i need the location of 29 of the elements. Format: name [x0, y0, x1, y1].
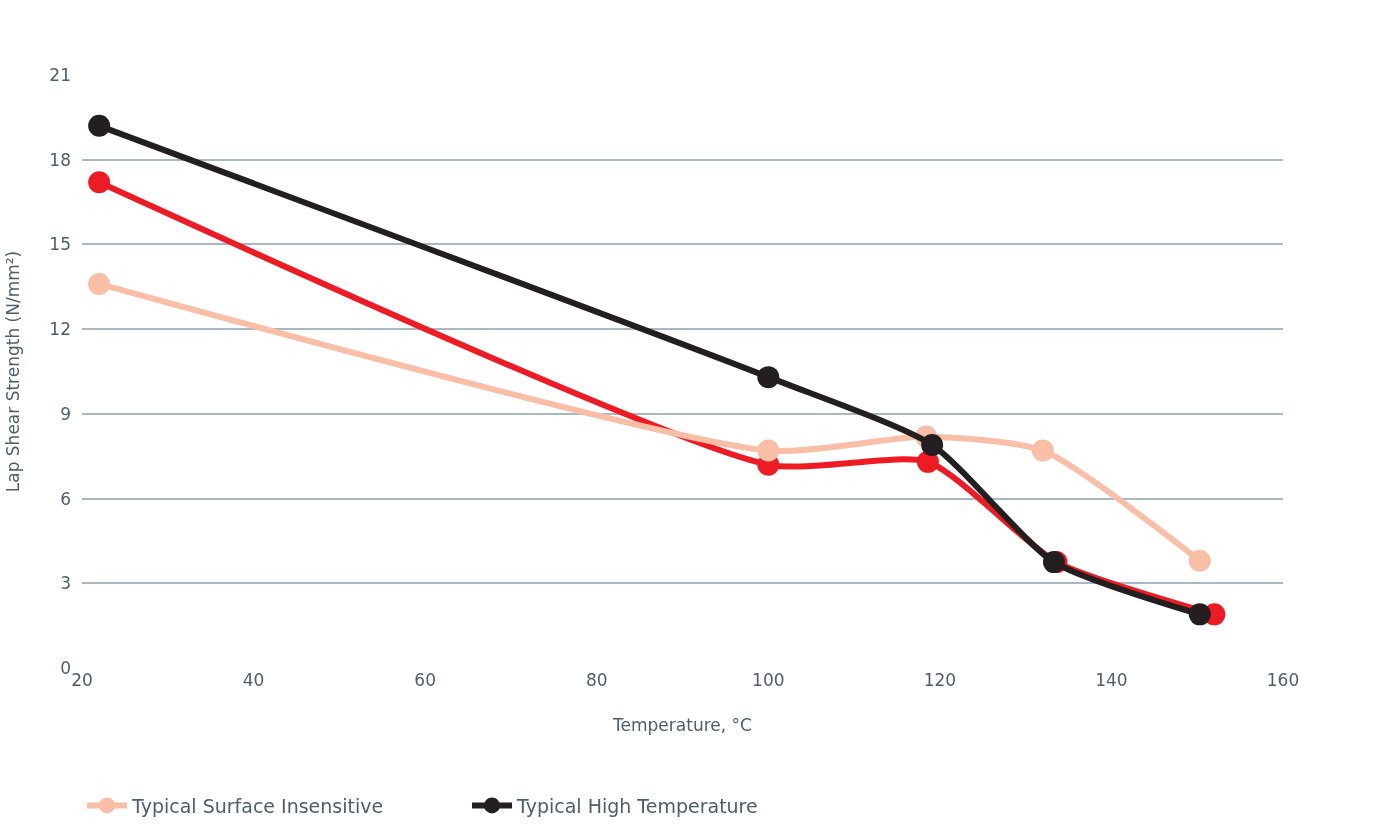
y-tick-label: 21	[49, 64, 71, 85]
y-tick-label: 9	[60, 403, 71, 424]
point	[88, 171, 111, 194]
legend-label: Typical High Temperature	[516, 794, 758, 817]
point	[1188, 603, 1211, 626]
point	[88, 272, 111, 295]
x-tick-label: 140	[1095, 670, 1128, 690]
x-tick-label: 160	[1266, 670, 1300, 690]
legend-label: Typical Surface Insensitive	[131, 794, 384, 817]
x-tick-label: 60	[414, 670, 436, 690]
point	[1188, 549, 1211, 572]
point	[757, 439, 780, 462]
x-tick-label: 100	[752, 670, 785, 690]
point	[921, 433, 944, 456]
point	[1031, 439, 1054, 462]
y-tick-label: 12	[49, 319, 71, 340]
y-tick-label: 0	[60, 657, 71, 678]
x-tick-label: 40	[242, 670, 265, 690]
y-tick-label: 6	[60, 488, 71, 509]
point	[88, 114, 111, 137]
y-tick-label: 15	[49, 234, 71, 255]
y-tick-label: 18	[49, 149, 71, 170]
y-axis-title: Lap Shear Strength (N/mm²)	[2, 250, 23, 493]
y-tick-label: 3	[60, 573, 71, 594]
point	[757, 366, 780, 389]
x-tick-label: 120	[923, 670, 957, 690]
x-axis-title: Temperature, °C	[612, 715, 752, 736]
x-tick-label: 20	[71, 670, 93, 690]
x-tick-label: 80	[585, 670, 608, 690]
